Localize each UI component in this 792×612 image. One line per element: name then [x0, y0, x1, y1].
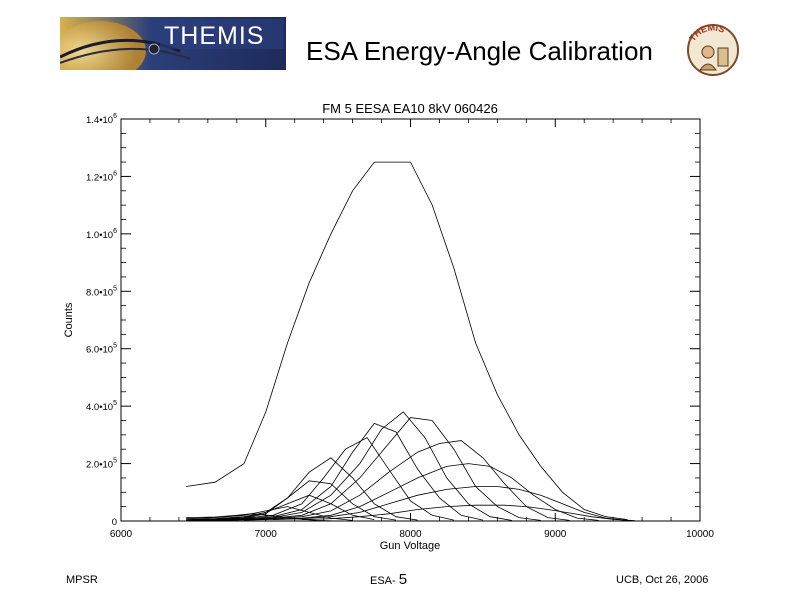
series-line-7 — [186, 437, 454, 521]
series-line-14 — [301, 504, 635, 522]
chart-title: FM 5 EESA EA10 8kV 060426 — [322, 101, 498, 116]
x-tick-label: 6000 — [110, 529, 133, 540]
y-tick-label: 4.0•105 — [86, 400, 117, 413]
banner-logo-text: THEMIS — [164, 22, 264, 50]
footer-right-text: UCB, Oct 26, 2006 — [616, 574, 709, 586]
footer-center-prefix: ESA- — [370, 575, 396, 587]
x-axis-label: Gun Voltage — [380, 540, 441, 552]
chart-axes — [120, 118, 701, 522]
x-tick-label: 9000 — [544, 529, 567, 540]
series-line-13 — [272, 486, 628, 521]
footer-left-text: MPSR — [66, 574, 98, 586]
themis-mascot-logo: THEMIS — [682, 22, 744, 78]
series-line-4 — [186, 494, 375, 520]
chart-series-group — [186, 161, 635, 522]
x-tick-label: 8000 — [399, 529, 422, 540]
y-tick-label: 0 — [112, 517, 117, 528]
series-line-11 — [215, 440, 570, 521]
x-tick-label: 10000 — [686, 529, 714, 540]
plot-frame — [120, 118, 701, 522]
series-line-1 — [186, 161, 628, 520]
footer-slide-number: ESA- 5 — [370, 571, 407, 588]
y-tick-label: 1.2•106 — [86, 170, 117, 183]
x-tick-label: 7000 — [255, 529, 278, 540]
y-tick-label: 8.0•105 — [86, 285, 117, 298]
themis-banner-logo: THEMIS — [60, 17, 286, 70]
y-tick-label: 1.4•106 — [86, 113, 117, 126]
footer-center-number: 5 — [398, 571, 408, 588]
chart-ticks: 6000 7000 8000 9000 10000 0 2.0•105 4.0•105 6.0•… — [86, 113, 714, 540]
slide-title: ESA Energy-Angle Calibration — [306, 36, 653, 66]
series-line-8 — [186, 422, 483, 521]
y-tick-label: 6.0•105 — [86, 343, 117, 356]
y-tick-label: 1.0•106 — [86, 228, 117, 241]
series-line-9 — [186, 411, 512, 521]
y-tick-label: 2.0•105 — [86, 458, 117, 471]
y-axis-label: Counts — [63, 302, 75, 337]
series-line-12 — [243, 463, 599, 521]
